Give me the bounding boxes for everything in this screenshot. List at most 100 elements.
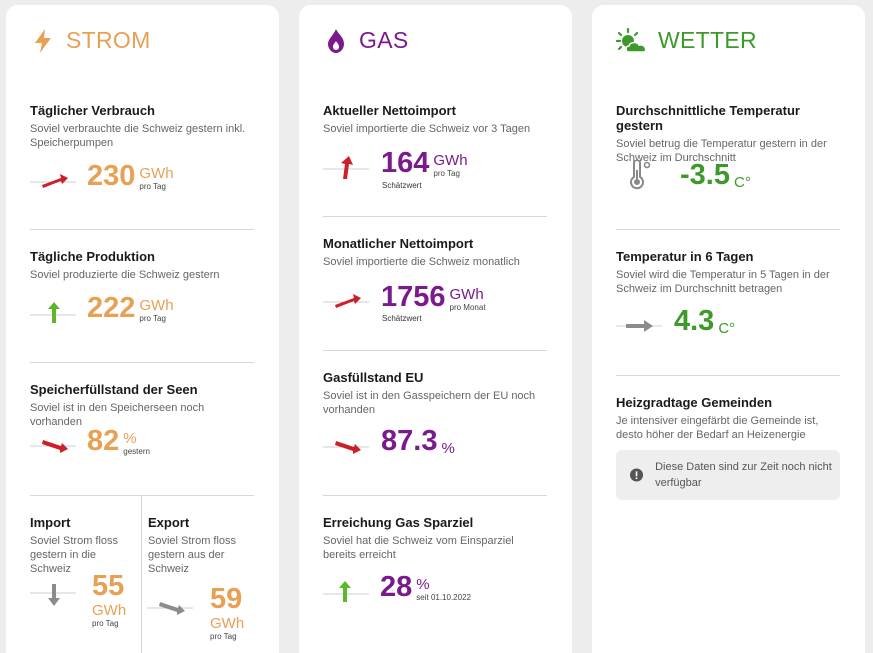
trend-flat-icon	[616, 320, 662, 332]
monat-note: Schätzwert	[382, 314, 422, 323]
heizgrad-subtitle: Je intensiver eingefärbt die Gemeinde is…	[616, 415, 819, 441]
verbrauch-section: Täglicher Verbrauch Soviel verbrauchte d…	[30, 103, 254, 150]
divider	[616, 375, 840, 376]
produktion-value: 222	[87, 292, 136, 324]
wetter-card: WETTER Durchschnittliche Temperatur gest…	[592, 5, 865, 653]
verbrauch-title: Täglicher Verbrauch	[30, 103, 155, 118]
eu-metric: 87.3 %	[381, 425, 455, 457]
temp-gestern-value: -3.5	[680, 159, 730, 191]
divider	[323, 216, 547, 217]
divider	[30, 229, 254, 230]
flame-icon	[323, 28, 349, 54]
monat-title: Monatlicher Nettoimport	[323, 236, 474, 251]
sun-cloud-icon	[616, 27, 648, 54]
nettoimport-unit-sub: pro Tag	[433, 169, 460, 178]
verbrauch-unit: GWh	[139, 165, 174, 182]
export-metric: 59 GWh pro Tag	[210, 583, 245, 642]
monat-unit-sub: pro Monat	[449, 303, 486, 312]
export-value: 59	[210, 583, 243, 615]
info-icon	[630, 468, 644, 482]
strom-header: STROM	[30, 27, 151, 54]
speicher-subtitle: Soviel ist in den Speicherseen noch vorh…	[30, 402, 205, 428]
speicher-unit-sub: gestern	[123, 447, 150, 456]
divider	[616, 229, 840, 230]
trend-up-right-icon	[30, 174, 76, 188]
nettoimport-subtitle: Soviel importierte die Schweiz vor 3 Tag…	[323, 123, 531, 135]
sparziel-value: 28	[380, 571, 413, 603]
temp-gestern-unit: C°	[733, 174, 751, 191]
temp-gestern-title: Durchschnittliche Temperatur gestern	[616, 103, 800, 133]
import-section: Import Soviel Strom floss gestern in die…	[30, 515, 136, 576]
heizgrad-title: Heizgradtage Gemeinden	[616, 395, 773, 410]
sparziel-unit-sub: seit 01.10.2022	[416, 593, 471, 602]
gas-title: GAS	[359, 27, 409, 53]
trend-down-right-icon	[30, 440, 76, 453]
trend-up-icon	[323, 581, 369, 602]
trend-up-right-icon	[323, 294, 369, 308]
sparziel-title: Erreichung Gas Sparziel	[323, 515, 474, 530]
sparziel-section: Erreichung Gas Sparziel Soviel hat die S…	[323, 515, 547, 562]
temp-6tage-unit: C°	[718, 320, 736, 337]
eu-subtitle: Soviel ist in den Gasspeichern der EU no…	[323, 390, 536, 416]
monat-section: Monatlicher Nettoimport Soviel importier…	[323, 236, 547, 269]
temp-6tage-title: Temperatur in 6 Tagen	[616, 249, 754, 264]
verbrauch-metric: 230 GWh pro Tag	[87, 160, 174, 192]
temp-6tage-value: 4.3	[674, 305, 715, 337]
divider	[323, 350, 547, 351]
produktion-unit-sub: pro Tag	[139, 314, 166, 323]
trend-down-right-icon	[323, 441, 369, 454]
speicher-value: 82	[87, 425, 120, 457]
sparziel-subtitle: Soviel hat die Schweiz vom Einsparziel b…	[323, 535, 514, 561]
eu-title: Gasfüllstand EU	[323, 370, 424, 385]
monat-value: 1756	[381, 281, 446, 313]
eu-section: Gasfüllstand EU Soviel ist in den Gasspe…	[323, 370, 547, 417]
speicher-section: Speicherfüllstand der Seen Soviel ist in…	[30, 382, 254, 429]
temp-6tage-subtitle: Soviel wird die Temperatur in 5 Tagen in…	[616, 269, 830, 295]
thermometer-icon	[630, 160, 651, 190]
eu-unit: %	[441, 440, 455, 457]
export-section: Export Soviel Strom floss gestern aus de…	[148, 515, 258, 576]
export-title: Export	[148, 515, 190, 530]
wetter-header: WETTER	[616, 27, 757, 54]
unavailable-text: Diese Daten sind zur Zeit noch nicht ver…	[655, 461, 832, 489]
nettoimport-section: Aktueller Nettoimport Soviel importierte…	[323, 103, 547, 136]
import-metric: 55 GWh pro Tag	[92, 570, 127, 629]
strom-card: STROM Täglicher Verbrauch Soviel verbrau…	[6, 5, 279, 653]
speicher-title: Speicherfüllstand der Seen	[30, 382, 198, 397]
nettoimport-title: Aktueller Nettoimport	[323, 103, 456, 118]
temp-6tage-section: Temperatur in 6 Tagen Soviel wird die Te…	[616, 249, 840, 296]
verbrauch-unit-sub: pro Tag	[139, 182, 166, 191]
import-title: Import	[30, 515, 71, 530]
produktion-title: Tägliche Produktion	[30, 249, 155, 264]
export-unit-sub: pro Tag	[210, 632, 237, 641]
trend-up-icon	[30, 302, 76, 323]
sparziel-unit: %	[416, 576, 430, 593]
nettoimport-note: Schätzwert	[382, 181, 422, 190]
import-value: 55	[92, 570, 125, 602]
sparziel-metric: 28 % seit 01.10.2022	[380, 571, 471, 603]
export-unit: GWh	[210, 615, 245, 632]
monat-unit: GWh	[449, 286, 484, 303]
verbrauch-value: 230	[87, 160, 136, 192]
verbrauch-subtitle: Soviel verbrauchte die Schweiz gestern i…	[30, 123, 246, 149]
strom-title: STROM	[66, 27, 151, 53]
divider	[323, 495, 547, 496]
speicher-metric: 82 % gestern	[87, 425, 150, 457]
heizgrad-section: Heizgradtage Gemeinden Je intensiver ein…	[616, 395, 840, 442]
gas-header: GAS	[323, 27, 408, 54]
vertical-divider	[141, 495, 142, 653]
gas-card: GAS Aktueller Nettoimport Soviel importi…	[299, 5, 572, 653]
import-subtitle: Soviel Strom floss gestern in die Schwei…	[30, 535, 119, 575]
import-unit: GWh	[92, 602, 127, 619]
temp-gestern-metric: -3.5 C°	[680, 159, 751, 191]
nettoimport-value: 164	[381, 147, 430, 179]
unavailable-notice: Diese Daten sind zur Zeit noch nicht ver…	[616, 450, 840, 500]
speicher-unit: %	[123, 430, 137, 447]
trend-up-icon	[323, 156, 369, 179]
trend-down-icon	[30, 584, 76, 606]
temp-gestern-subtitle: Soviel betrug die Temperatur gestern in …	[616, 138, 827, 164]
temp-6tage-metric: 4.3 C°	[674, 305, 736, 337]
eu-value: 87.3	[381, 425, 438, 457]
divider	[30, 362, 254, 363]
temp-gestern-section: Durchschnittliche Temperatur gestern Sov…	[616, 103, 840, 165]
